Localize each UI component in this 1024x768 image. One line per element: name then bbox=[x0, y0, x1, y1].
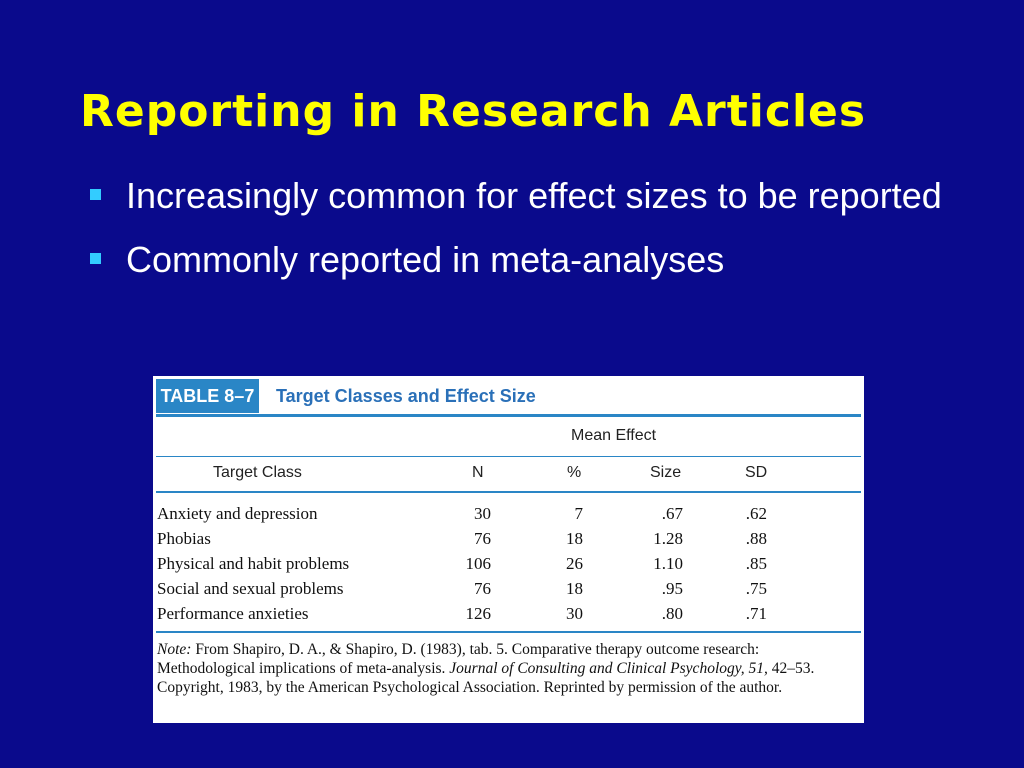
table-note: Note: From Shapiro, D. A., & Shapiro, D.… bbox=[157, 640, 857, 697]
table-label: TABLE 8–7 bbox=[156, 379, 259, 413]
cell-size: .80 bbox=[661, 604, 683, 623]
cell-n: 126 bbox=[465, 604, 492, 623]
bullet-square-icon bbox=[90, 189, 101, 200]
cell-percent: 18 bbox=[566, 579, 583, 598]
table-figure: TABLE 8–7 Target Classes and Effect Size… bbox=[153, 376, 864, 723]
column-header-target-class: Target Class bbox=[213, 464, 302, 481]
cell-sd: .85 bbox=[745, 554, 767, 573]
note-journal: Journal of Consulting and Clinical Psych… bbox=[449, 660, 768, 677]
column-header-size: Size bbox=[650, 464, 682, 481]
table-row: Phobias 76 18 1.28 .88 bbox=[153, 526, 864, 551]
cell-percent: 26 bbox=[566, 554, 583, 573]
cell-sd: .71 bbox=[745, 604, 767, 623]
table-row: Performance anxieties 126 30 .80 .71 bbox=[153, 601, 864, 626]
cell-target-class: Physical and habit problems bbox=[157, 554, 350, 573]
column-header-n: N bbox=[472, 464, 484, 481]
slide-title: Reporting in Research Articles bbox=[80, 86, 867, 137]
cell-sd: .62 bbox=[745, 504, 767, 523]
table-row: Physical and habit problems 106 26 1.10 … bbox=[153, 551, 864, 576]
cell-target-class: Anxiety and depression bbox=[157, 504, 318, 523]
table-row: Social and sexual problems 76 18 .95 .75 bbox=[153, 576, 864, 601]
bullet-item: Commonly reported in meta-analyses bbox=[88, 236, 968, 284]
cell-size: .95 bbox=[661, 579, 683, 598]
column-header-percent: % bbox=[567, 464, 582, 481]
bullet-list: Increasingly common for effect sizes to … bbox=[88, 172, 968, 300]
cell-percent: 18 bbox=[566, 529, 583, 548]
note-text: From Shapiro, D. A., & Shapiro, D. (1983… bbox=[157, 641, 760, 677]
cell-size: 1.10 bbox=[653, 554, 683, 573]
note-text-end: 42–53. Copyright, 1983, by the American … bbox=[157, 660, 815, 696]
table-header-bar: TABLE 8–7 Target Classes and Effect Size bbox=[156, 379, 861, 413]
cell-percent: 30 bbox=[566, 604, 583, 623]
table-rule-header bbox=[156, 491, 861, 493]
table-rule-group bbox=[156, 456, 861, 457]
cell-sd: .75 bbox=[745, 579, 767, 598]
bullet-square-icon bbox=[90, 253, 101, 264]
cell-size: .67 bbox=[661, 504, 683, 523]
cell-n: 106 bbox=[465, 554, 492, 573]
cell-percent: 7 bbox=[574, 504, 584, 523]
table-rule-top bbox=[156, 414, 861, 417]
cell-n: 76 bbox=[474, 579, 491, 598]
bullet-text: Commonly reported in meta-analyses bbox=[126, 239, 725, 280]
table-row: Anxiety and depression 30 7 .67 .62 bbox=[153, 501, 864, 526]
bullet-text: Increasingly common for effect sizes to … bbox=[126, 175, 942, 216]
table-caption: Target Classes and Effect Size bbox=[276, 386, 536, 406]
column-header-sd: SD bbox=[745, 464, 768, 481]
note-label: Note: bbox=[157, 641, 192, 658]
cell-target-class: Phobias bbox=[157, 529, 211, 548]
cell-target-class: Performance anxieties bbox=[157, 604, 309, 623]
cell-target-class: Social and sexual problems bbox=[157, 579, 344, 598]
cell-n: 30 bbox=[474, 504, 491, 523]
table-rule-bottom bbox=[156, 631, 861, 633]
cell-sd: .88 bbox=[745, 529, 767, 548]
bullet-item: Increasingly common for effect sizes to … bbox=[88, 172, 968, 220]
column-group-header: Mean Effect bbox=[571, 427, 657, 444]
cell-size: 1.28 bbox=[653, 529, 683, 548]
cell-n: 76 bbox=[474, 529, 491, 548]
